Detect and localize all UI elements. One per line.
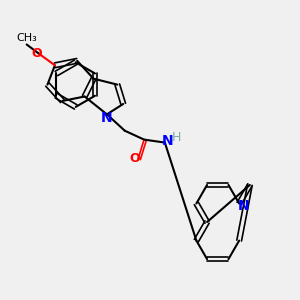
Text: H: H — [172, 131, 181, 144]
Text: O: O — [32, 47, 42, 60]
Text: N: N — [238, 200, 249, 214]
Text: O: O — [130, 152, 140, 165]
Text: N: N — [161, 134, 173, 148]
Text: N: N — [101, 111, 113, 125]
Text: CH₃: CH₃ — [16, 33, 37, 43]
